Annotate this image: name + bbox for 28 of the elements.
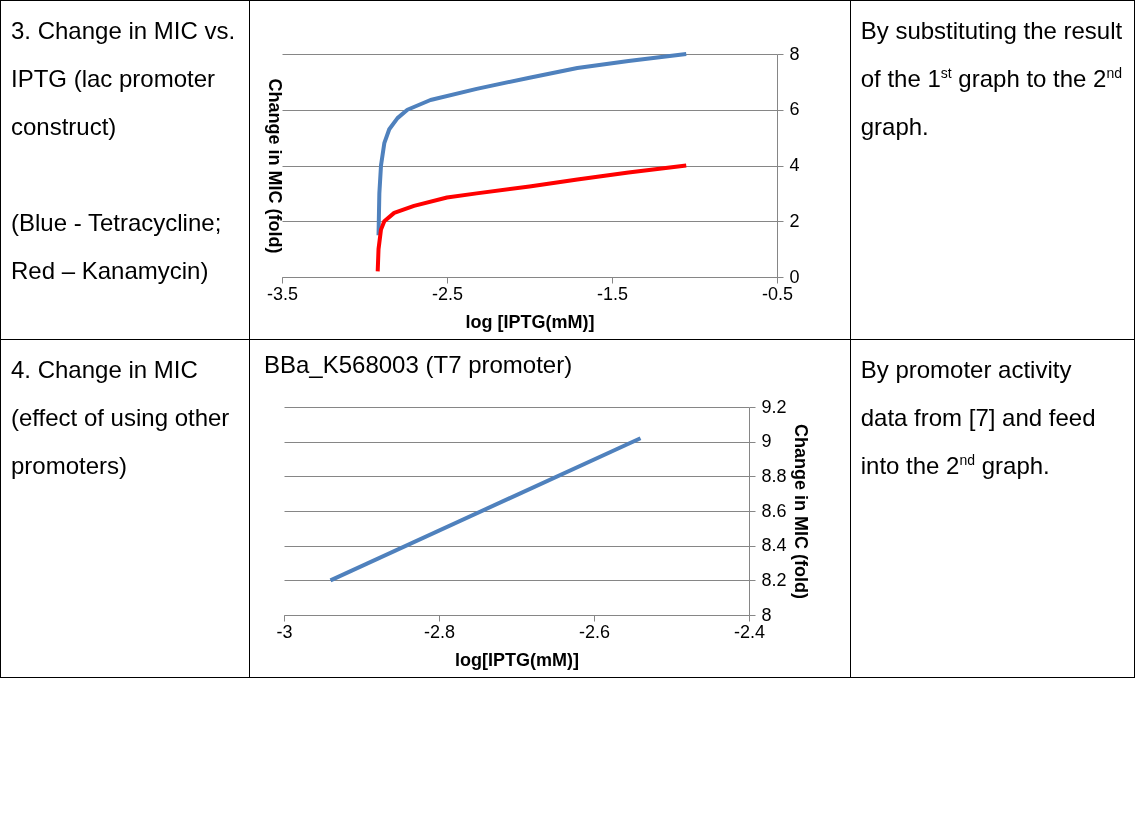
x-axis-title: log[IPTG(mM)] [454,649,579,670]
x-axis-title: log [IPTG(mM)] [465,311,595,332]
y-tick-label: 8.2 [761,569,787,590]
y-tick-label: 8.4 [761,535,787,556]
y-tick-label: 8.8 [761,465,787,486]
y-tick-label: 8.6 [761,500,787,521]
y-tick-label: 8 [789,43,800,64]
text: By substituting the result of the 1$^{st}$ graph to the 2$^{nd}$ graph. [860,17,1123,140]
x-tick-label: -1.5 [596,283,628,304]
y-tick-label: 6 [789,99,800,120]
x-tick-label: -2.8 [423,621,455,642]
x-tick-label: -2.5 [431,283,463,304]
y-tick-label: 9 [761,431,772,452]
y-tick-label: 2 [789,210,800,231]
text: 4. Change in MIC (effect of using other promoters) [11,355,231,481]
x-tick-label: -3 [276,621,293,642]
x-tick-label: -3.5 [266,283,298,304]
text: By promoter activity data from [7] and feed into the 2$^{nd}$ graph. [860,355,1097,481]
y-tick-label: 9.2 [761,396,787,417]
y-tick-label: 4 [789,155,800,175]
y-axis-title: Change in MIC (fold) [264,78,285,254]
line-series [375,163,689,274]
text: 3. Change in MIC vs. IPTG (lac promoter construct) [11,16,237,142]
chart-title: BBa_K568003 (T7 promoter) [263,351,573,378]
y-axis-title: Change in MIC (fold) [790,424,811,599]
x-tick-label: -2.6 [578,621,610,642]
line-series [376,52,689,238]
text: (Blue - Tetracycline; Red – Kanamycin) [11,208,223,286]
